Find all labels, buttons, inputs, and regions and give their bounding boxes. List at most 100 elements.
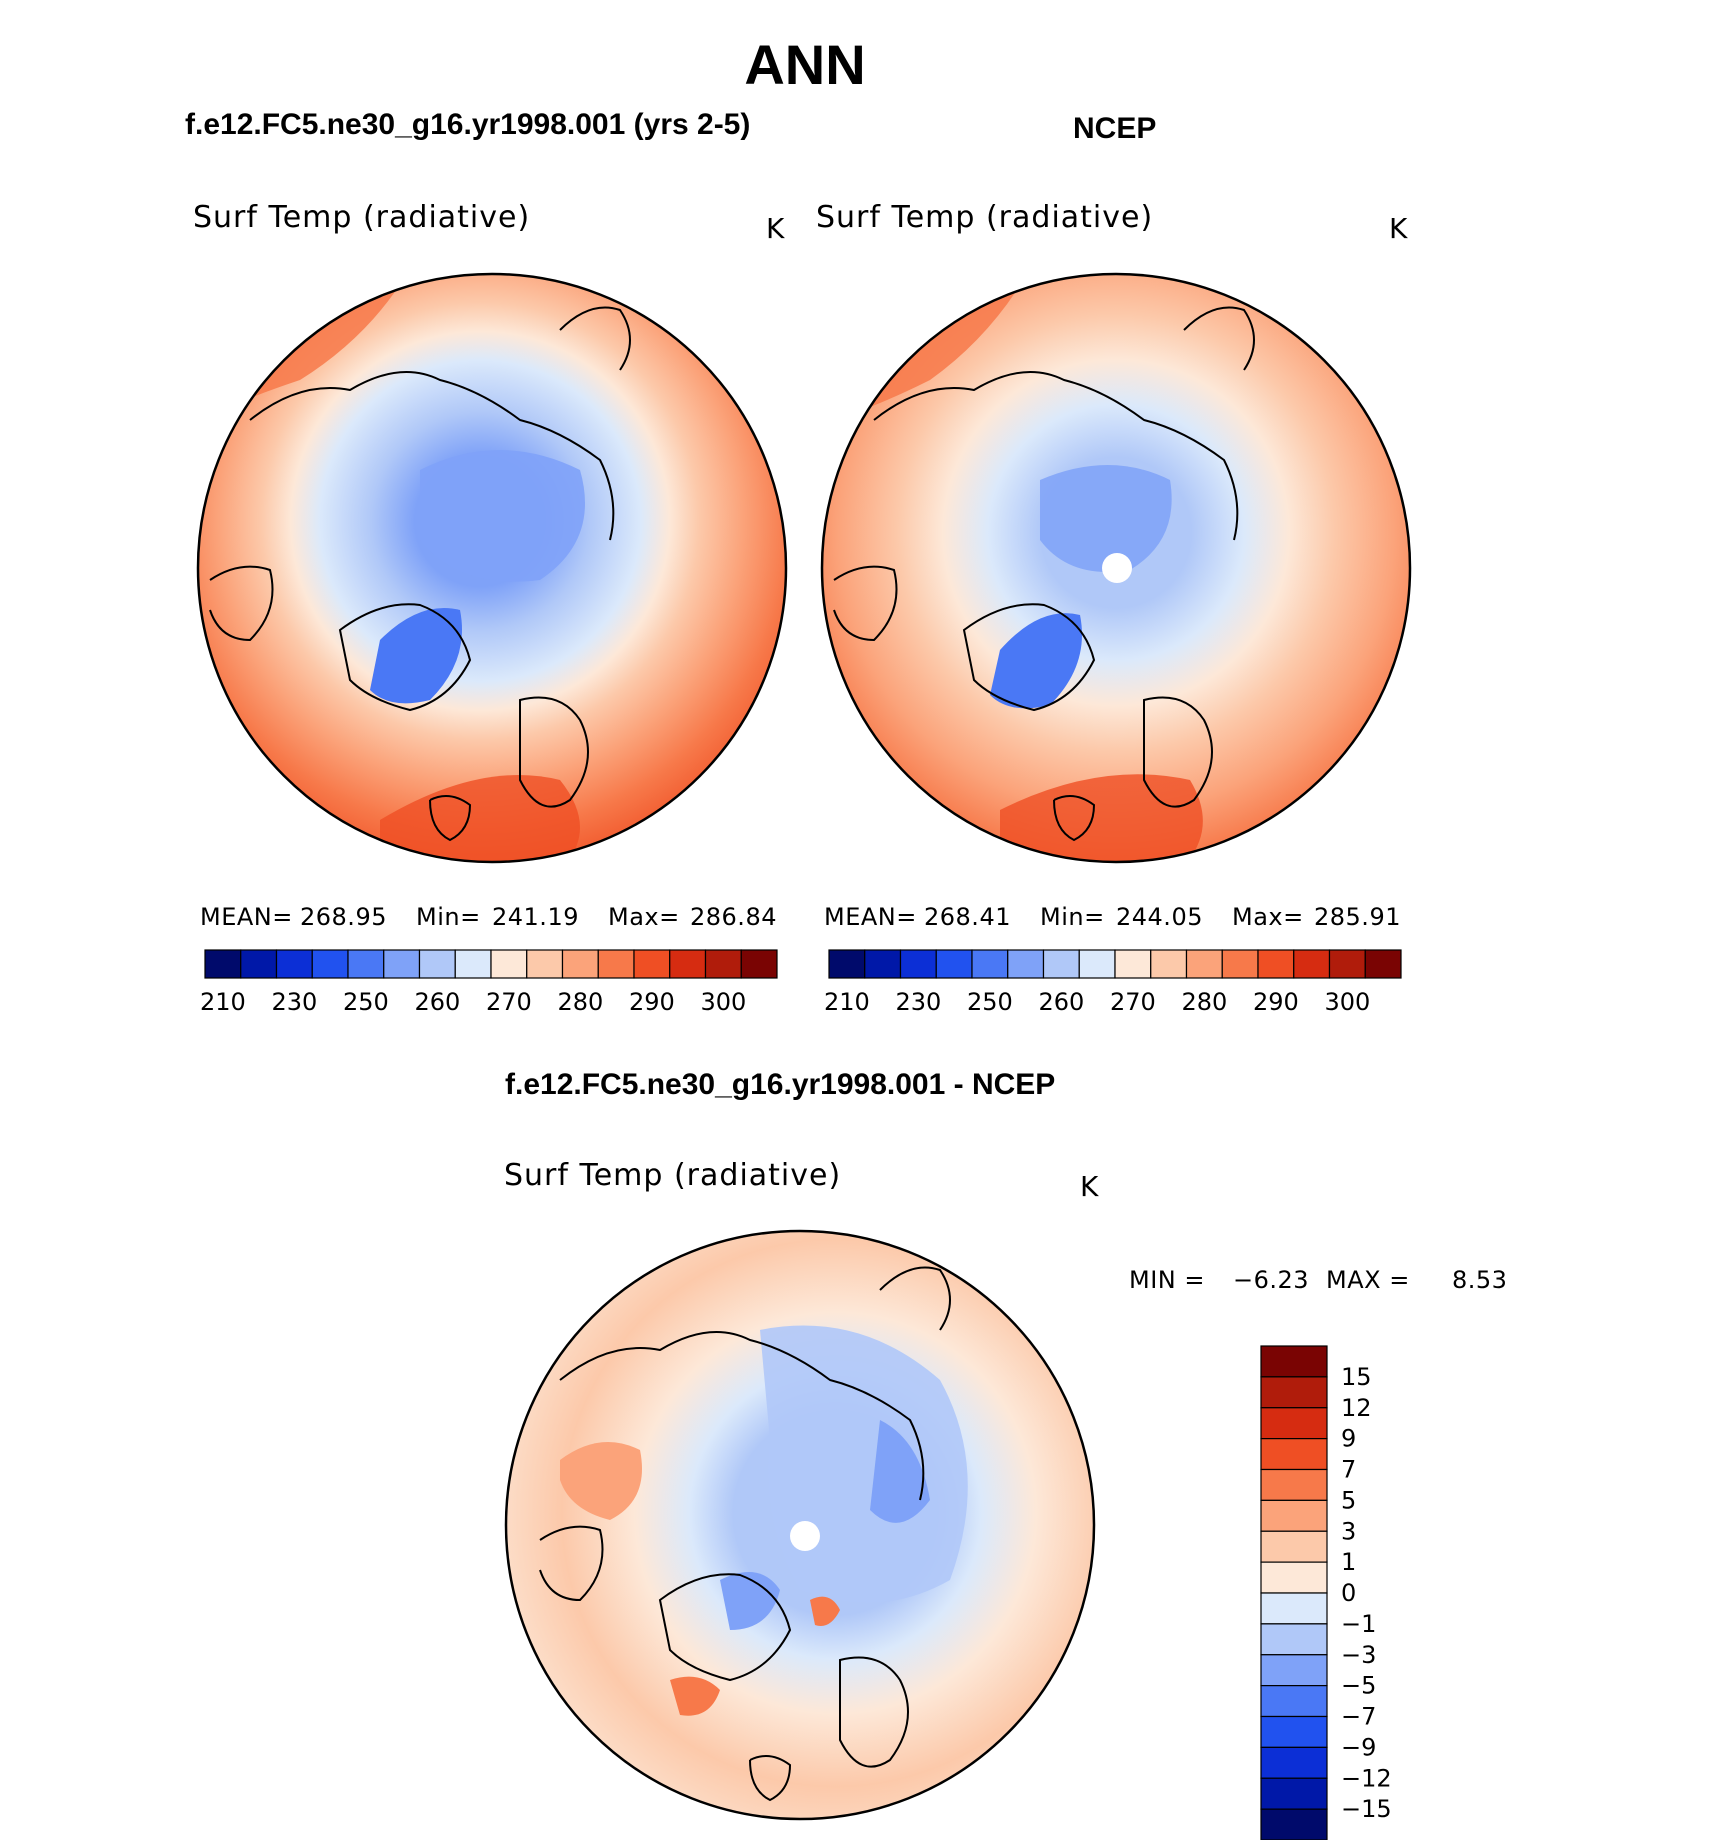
diff-colorbar-tick-label: 5 xyxy=(1341,1486,1356,1514)
diff-map-boundary xyxy=(504,1229,1096,1821)
right-warm-atlantic-region xyxy=(1000,774,1203,862)
left-map xyxy=(196,272,788,864)
diff-panel-title: f.e12.FC5.ne30_g16.yr1998.001 - NCEP xyxy=(505,1068,1056,1101)
right-mean-value: 268.41 xyxy=(924,903,1011,931)
diff-pole-hole xyxy=(790,1521,820,1551)
left-max-label: Max= xyxy=(608,903,680,931)
right-colorbar-swatch-4 xyxy=(971,949,1009,979)
left-colorbar-swatch-8 xyxy=(490,949,528,979)
right-colorbar-swatch-11 xyxy=(1221,949,1259,979)
left-min-value: 241.19 xyxy=(492,903,579,931)
right-units-label: K xyxy=(1389,212,1408,245)
left-colorbar-swatch-14 xyxy=(704,949,742,979)
left-colorbar-tick-label: 270 xyxy=(486,988,532,1016)
left-min-label: Min= xyxy=(416,903,481,931)
left-colorbar-swatch-1 xyxy=(240,949,278,979)
diff-colorbar-swatch-3 xyxy=(1260,1438,1328,1471)
right-variable-label: Surf Temp (radiative) xyxy=(816,200,1154,235)
diff-colorbar-swatch-15 xyxy=(1260,1808,1328,1840)
right-colorbar-swatch-0 xyxy=(828,949,866,979)
diff-variable-label: Surf Temp (radiative) xyxy=(504,1158,842,1193)
left-colorbar-swatch-15 xyxy=(740,949,778,979)
diff-colorbar-tick-label: −9 xyxy=(1341,1733,1376,1761)
left-coastlines xyxy=(209,306,631,842)
left-colorbar-tick-label: 210 xyxy=(200,988,246,1016)
diff-colorbar-tick-label: −7 xyxy=(1341,1703,1376,1731)
diff-colorbar-swatch-5 xyxy=(1260,1499,1328,1532)
left-colorbar-tick-label: 280 xyxy=(557,988,603,1016)
diff-colorbar-swatch-9 xyxy=(1260,1623,1328,1656)
left-mean-value: 268.95 xyxy=(300,903,387,931)
diff-colorbar-swatch-8 xyxy=(1260,1592,1328,1625)
right-colorbar-swatch-10 xyxy=(1185,949,1223,979)
left-mean-label: MEAN= xyxy=(200,903,293,931)
left-colorbar-swatch-0 xyxy=(204,949,242,979)
left-colorbar-swatch-2 xyxy=(275,949,313,979)
left-colorbar-swatch-4 xyxy=(347,949,385,979)
right-mean-label: MEAN= xyxy=(824,903,917,931)
right-colorbar-swatch-12 xyxy=(1257,949,1295,979)
right-pole-hole xyxy=(1102,553,1132,583)
diff-units-label: K xyxy=(1080,1170,1099,1203)
left-colorbar-swatch-10 xyxy=(561,949,599,979)
right-colorbar: 210 230 250 260 270 280 290 300 xyxy=(824,949,1402,1016)
right-colorbar-tick-label: 290 xyxy=(1253,988,1299,1016)
diff-colorbar-tick-label: −5 xyxy=(1341,1672,1376,1700)
diff-max-value: 8.53 xyxy=(1452,1266,1508,1294)
right-min-label: Min= xyxy=(1040,903,1105,931)
left-colorbar-tick-label: 250 xyxy=(343,988,389,1016)
right-panel-title: NCEP xyxy=(1073,112,1157,145)
right-colorbar-swatch-5 xyxy=(1007,949,1045,979)
right-colorbar-swatch-3 xyxy=(935,949,973,979)
diff-colorbar-tick-label: −15 xyxy=(1341,1795,1392,1823)
right-colorbar-tick-label: 270 xyxy=(1110,988,1156,1016)
diff-max-label: MAX = xyxy=(1326,1266,1410,1294)
diff-map xyxy=(504,1229,1096,1821)
left-panel-title: f.e12.FC5.ne30_g16.yr1998.001 (yrs 2-5) xyxy=(185,108,751,141)
right-colorbar-tick-label: 250 xyxy=(967,988,1013,1016)
right-arctic-core-region xyxy=(1040,465,1172,572)
right-colorbar-swatch-14 xyxy=(1328,949,1366,979)
diff-colorbar-tick-label: −3 xyxy=(1341,1641,1376,1669)
diff-colorbar-tick-label: 9 xyxy=(1341,1425,1356,1453)
right-colorbar-swatch-1 xyxy=(864,949,902,979)
left-colorbar-tick-label: 260 xyxy=(414,988,460,1016)
right-colorbar-tick-label: 210 xyxy=(824,988,870,1016)
left-warm-atlantic-region xyxy=(380,775,580,862)
diff-min-label: MIN = xyxy=(1129,1266,1205,1294)
diff-colorbar-swatch-10 xyxy=(1260,1654,1328,1687)
right-colorbar-swatch-9 xyxy=(1150,949,1188,979)
diff-min-value: −6.23 xyxy=(1233,1266,1310,1294)
main-title: ANN xyxy=(744,33,866,96)
left-colorbar-swatch-11 xyxy=(597,949,635,979)
left-greenland-cold-region xyxy=(370,608,462,704)
diff-cold-greenland xyxy=(720,1572,780,1630)
left-colorbar-swatch-3 xyxy=(311,949,349,979)
diff-colorbar-swatch-7 xyxy=(1260,1561,1328,1594)
left-colorbar-tick-label: 230 xyxy=(271,988,317,1016)
diff-colorbar-tick-label: 12 xyxy=(1341,1394,1372,1422)
diff-colorbar-tick-label: −12 xyxy=(1341,1764,1392,1792)
right-colorbar-swatch-13 xyxy=(1293,949,1331,979)
diff-positive-region xyxy=(560,1442,642,1520)
right-max-value: 285.91 xyxy=(1314,903,1401,931)
right-map-boundary xyxy=(820,272,1412,864)
diff-colorbar-tick-label: 15 xyxy=(1341,1363,1372,1391)
right-colorbar-tick-label: 230 xyxy=(895,988,941,1016)
left-map-boundary xyxy=(196,272,788,864)
right-map xyxy=(820,272,1412,864)
right-colorbar-swatch-15 xyxy=(1364,949,1402,979)
right-colorbar-tick-label: 260 xyxy=(1038,988,1084,1016)
diff-colorbar: 15 12 9 75 3 1 0 −1 −3 −5 −7−9 −12 −15 xyxy=(1260,1345,1392,1840)
right-colorbar-swatch-2 xyxy=(899,949,937,979)
right-min-value: 244.05 xyxy=(1116,903,1203,931)
left-colorbar-swatch-7 xyxy=(454,949,492,979)
diff-colorbar-tick-label: 3 xyxy=(1341,1517,1356,1545)
diff-colorbar-tick-label: 0 xyxy=(1341,1579,1356,1607)
right-max-label: Max= xyxy=(1232,903,1304,931)
diff-positive-spot-2 xyxy=(810,1596,840,1626)
right-greenland-cold-region xyxy=(990,613,1082,709)
left-colorbar-tick-label: 290 xyxy=(629,988,675,1016)
diff-colorbar-swatch-11 xyxy=(1260,1685,1328,1718)
